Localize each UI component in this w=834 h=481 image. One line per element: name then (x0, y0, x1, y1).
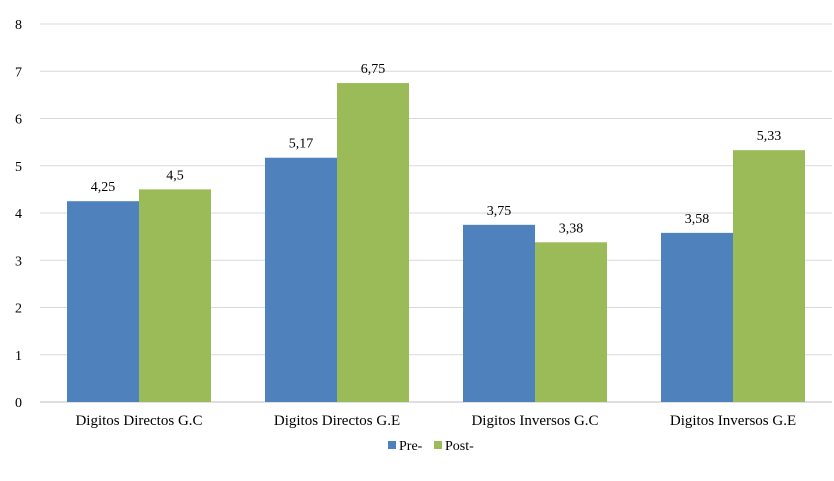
y-tick-label: 8 (15, 18, 22, 33)
data-label: 4,25 (91, 180, 116, 195)
y-tick-label: 0 (15, 396, 22, 411)
bars (67, 83, 805, 402)
legend-label-post: Post- (445, 439, 474, 454)
legend-label-pre: Pre- (399, 439, 423, 454)
data-label: 5,33 (757, 129, 782, 144)
y-tick-label: 7 (15, 65, 22, 80)
bar-pre (661, 232, 733, 402)
bar-pre (463, 224, 535, 402)
data-labels: 4,25 4,5 5,17 6,75 3,75 3,38 3,58 5,33 (91, 62, 782, 236)
x-category-label: Digitos Inversos G.C (471, 413, 598, 429)
data-label: 5,17 (289, 137, 314, 152)
bar-pre (265, 157, 337, 402)
data-label: 3,38 (559, 221, 584, 236)
data-label: 3,75 (487, 204, 512, 219)
y-tick-label: 4 (15, 207, 22, 222)
x-category-label: Digitos Inversos G.E (670, 413, 796, 429)
legend-swatch-post (434, 441, 442, 449)
y-tick-label: 5 (15, 160, 22, 175)
bar-post (139, 189, 211, 402)
x-axis: Digitos Directos G.C Digitos Directos G.E… (75, 413, 796, 429)
x-category-label: Digitos Directos G.E (274, 413, 400, 429)
data-label: 4,5 (166, 168, 184, 183)
legend: Pre- Post- (388, 439, 474, 454)
y-tick-label: 2 (15, 302, 22, 317)
x-category-label: Digitos Directos G.C (75, 413, 202, 429)
bar-pre (67, 201, 139, 402)
legend-swatch-pre (388, 441, 396, 449)
data-label: 6,75 (361, 62, 386, 77)
y-tick-label: 1 (15, 349, 22, 364)
bar-post (535, 242, 607, 402)
data-label: 3,58 (685, 212, 710, 227)
y-tick-label: 6 (15, 113, 22, 128)
y-axis: 0 1 2 3 4 5 6 7 8 (15, 18, 22, 411)
bar-post (337, 83, 409, 402)
bar-post (733, 150, 805, 402)
y-tick-label: 3 (15, 254, 22, 269)
